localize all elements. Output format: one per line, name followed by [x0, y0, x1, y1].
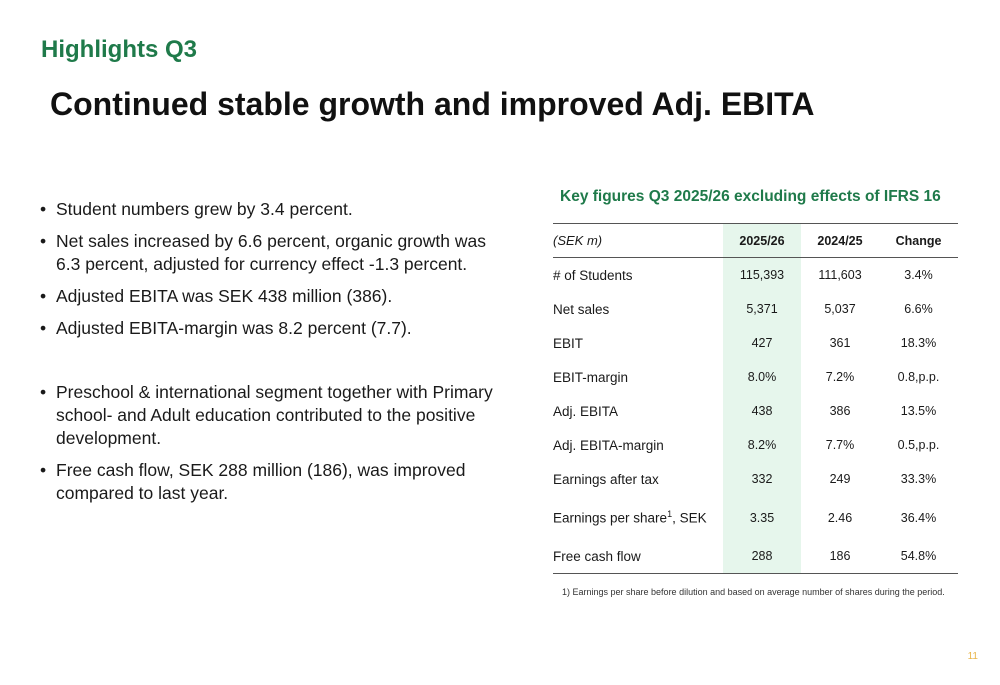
table-header-row: (SEK m) 2025/26 2024/25 Change — [553, 223, 958, 258]
bullet-item: Net sales increased by 6.6 percent, orga… — [40, 230, 510, 276]
previous-value: 249 — [829, 472, 851, 486]
change-value: 3.4% — [904, 268, 933, 282]
table-row: Net sales 5,371 5,037 6.6% — [553, 292, 958, 326]
bullet-item: Free cash flow, SEK 288 million (186), w… — [40, 459, 510, 505]
change-value: 18.3% — [900, 336, 937, 350]
previous-value: 186 — [829, 549, 851, 563]
row-label: Adj. EBITA-margin — [553, 437, 664, 453]
column-header-previous-year: 2024/25 — [817, 233, 863, 248]
bullet-item: Preschool & international segment togeth… — [40, 381, 510, 450]
current-value: 8.0% — [723, 360, 801, 394]
current-value: 8.2% — [723, 428, 801, 462]
change-value: 33.3% — [900, 472, 937, 486]
previous-value: 111,603 — [818, 268, 862, 282]
row-label: EBIT — [553, 335, 584, 351]
page-number: 11 — [967, 651, 978, 662]
table-row: EBIT-margin 8.0% 7.2% 0.8,p.p. — [553, 360, 958, 394]
change-value: 6.6% — [904, 302, 933, 316]
row-label: Earnings after tax — [553, 471, 659, 487]
previous-value: 7.7% — [825, 438, 855, 452]
change-value: 36.4% — [900, 510, 937, 525]
current-value: 427 — [723, 326, 801, 360]
change-value: 0.5,p.p. — [897, 438, 940, 452]
row-label: EBIT-margin — [553, 369, 629, 385]
row-label-text: Earnings per share — [553, 510, 668, 526]
column-header-change: Change — [895, 233, 942, 248]
bullet-item: Adjusted EBITA-margin was 8.2 percent (7… — [40, 317, 510, 340]
row-label: Adj. EBITA — [553, 403, 619, 419]
change-value: 54.8% — [900, 549, 937, 563]
column-header-current-year: 2025/26 — [723, 223, 801, 258]
highlights-bullet-list: Student numbers grew by 3.4 percent. Net… — [40, 198, 510, 514]
change-value: 0.8,p.p. — [897, 370, 940, 384]
table-row: Adj. EBITA 438 386 13.5% — [553, 394, 958, 428]
table-title: Key figures Q3 2025/26 excluding effects… — [560, 188, 941, 205]
row-label-suffix: , SEK — [672, 510, 707, 526]
table-row: Free cash flow 288 186 54.8% — [553, 539, 958, 574]
previous-value: 361 — [829, 336, 851, 350]
current-value: 438 — [723, 394, 801, 428]
bullet-item: Student numbers grew by 3.4 percent. — [40, 198, 510, 221]
table-row: EBIT 427 361 18.3% — [553, 326, 958, 360]
table-row: Earnings per share1, SEK 3.35 2.46 36.4% — [553, 496, 958, 539]
column-header-unit: (SEK m) — [553, 233, 603, 248]
page-title: Continued stable growth and improved Adj… — [50, 86, 815, 122]
bullet-item: Adjusted EBITA was SEK 438 million (386)… — [40, 285, 510, 308]
footnote-marker: 1 — [667, 509, 673, 520]
current-value: 288 — [723, 539, 801, 574]
previous-value: 5,037 — [824, 302, 856, 316]
row-label: Net sales — [553, 301, 610, 317]
section-kicker: Highlights Q3 — [41, 36, 197, 63]
current-value: 3.35 — [723, 496, 801, 539]
previous-value: 2.46 — [827, 510, 853, 525]
current-value: 5,371 — [723, 292, 801, 326]
row-label: Free cash flow — [553, 548, 641, 564]
key-figures-table: (SEK m) 2025/26 2024/25 Change # of Stud… — [553, 223, 958, 574]
row-label: # of Students — [553, 267, 633, 283]
change-value: 13.5% — [900, 404, 937, 418]
table-row: Adj. EBITA-margin 8.2% 7.7% 0.5,p.p. — [553, 428, 958, 462]
table-footnote: 1) Earnings per share before dilution an… — [562, 587, 945, 597]
current-value: 115,393 — [723, 257, 801, 292]
previous-value: 7.2% — [825, 370, 855, 384]
row-label: Earnings per share1, SEK — [553, 496, 723, 539]
table-row: # of Students 115,393 111,603 3.4% — [553, 257, 958, 292]
current-value: 332 — [723, 462, 801, 496]
table-row: Earnings after tax 332 249 33.3% — [553, 462, 958, 496]
previous-value: 386 — [829, 404, 851, 418]
